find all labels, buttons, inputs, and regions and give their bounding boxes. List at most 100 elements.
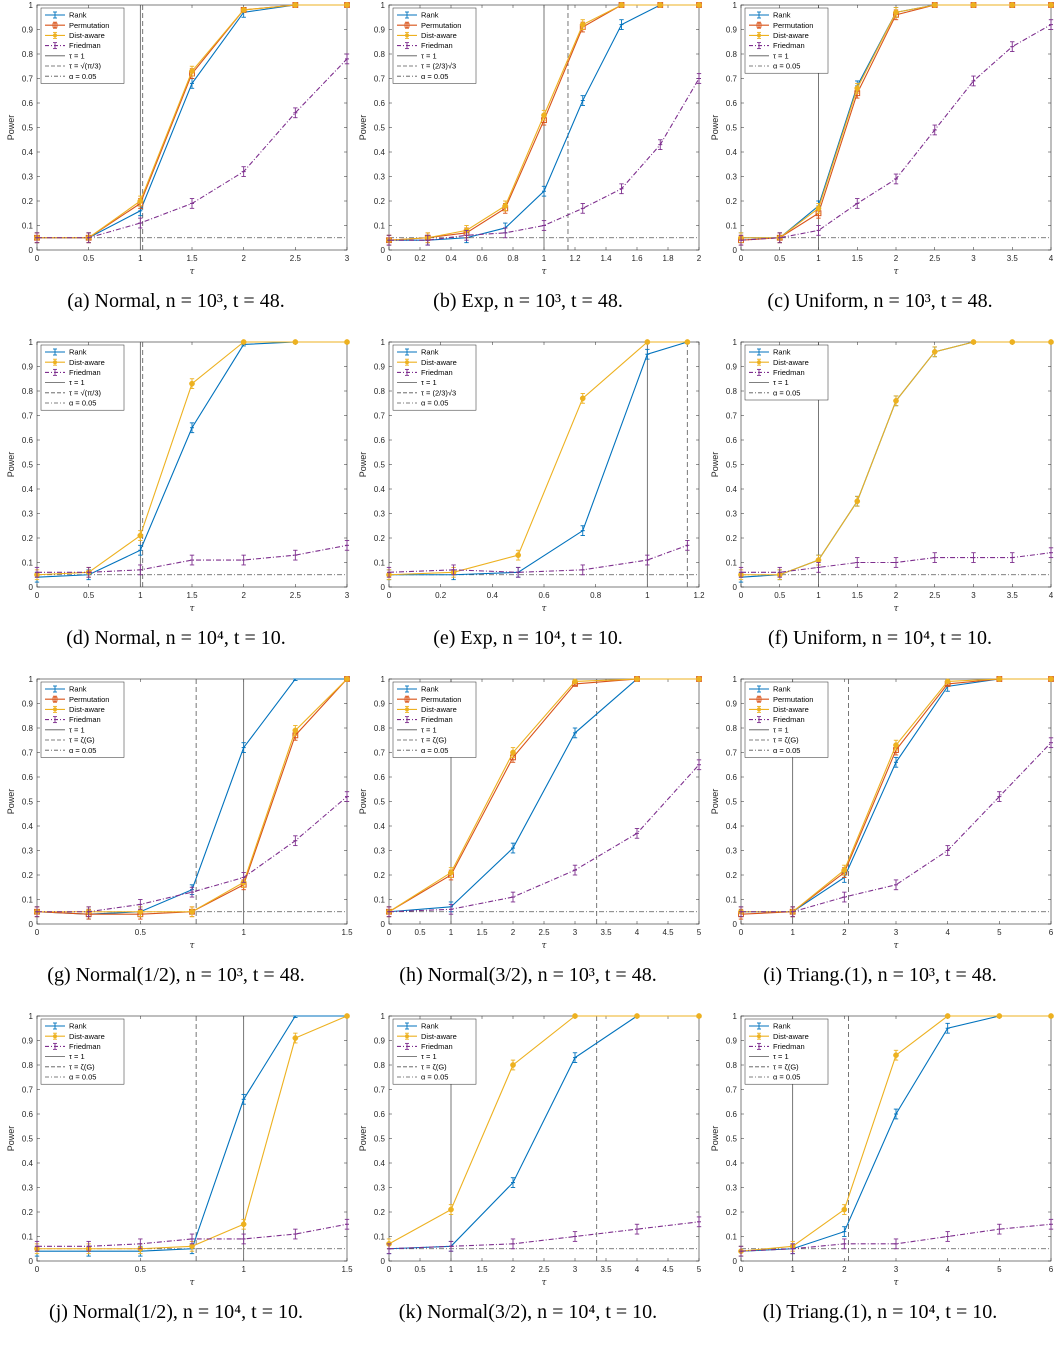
y-axis-label: Power [6,115,16,141]
series-line-friedman [388,544,688,573]
x-tick-label: 2.5 [538,1265,550,1274]
x-tick-label: 0.6 [476,254,488,263]
y-tick-label: 0.6 [374,436,386,445]
chart-svg-i: 0 0.1 0.2 0.3 0.4 0.5 0.6 0.7 0.8 0.9 1 0 1 2 3 4 5 6 Powe… [710,675,1054,951]
series-friedman [34,53,350,244]
y-tick-label: 0.9 [374,1037,386,1046]
x-tick-label: 1.5 [852,591,864,600]
x-tick-label: 0.5 [135,1265,147,1274]
x-tick-label: 2 [241,254,246,263]
y-tick-label: 0.2 [374,1208,386,1217]
x-tick-label: 2 [697,254,702,263]
chart-svg-c: 0 0.1 0.2 0.3 0.4 0.5 0.6 0.7 0.8 0.9 1 0 0.5 1 1.5 2 2.… [710,1,1054,277]
chart-svg-h: 0 0.1 0.2 0.3 0.4 0.5 0.6 0.7 0.8 0.9 1 0 0.5 1 1.5 2 2.… [358,675,702,951]
panel-caption: (l) Triang.(1), n = 10⁴, t = 10. [762,1301,998,1323]
legend-marker [405,707,409,712]
y-tick-label: 0 [733,1257,738,1266]
y-tick-label: 0.2 [22,1208,34,1217]
data-point-dist_aware [344,339,350,345]
x-tick-label: 2 [511,1265,516,1274]
x-tick-label: 5 [997,1265,1002,1274]
data-point-dist_aware [970,339,977,345]
y-tick-label: 0 [29,920,34,929]
x-tick-label: 3.5 [600,928,612,937]
x-tick-label: 6 [1049,928,1054,937]
chart-svg-l: 0 0.1 0.2 0.3 0.4 0.5 0.6 0.7 0.8 0.9 1 0 1 2 3 4 5 6 Powe… [710,1012,1054,1288]
x-tick-label: 1.5 [341,1265,353,1274]
x-tick-label: 0.2 [435,591,447,600]
legend-label: τ = 1 [773,378,789,387]
y-tick-label: 1 [29,338,34,347]
y-tick-label: 0.5 [22,124,34,133]
y-axis-label: Power [358,452,368,478]
x-tick-label: 1 [449,928,454,937]
data-point-dist_aware [344,676,350,682]
legend-label: α = 0.05 [421,746,448,755]
chart-panel-j: 0 0.1 0.2 0.3 0.4 0.5 0.6 0.7 0.8 0.9 1 0 0.5 1 1.5 Pow… [0,1011,353,1348]
legend-label: τ = 1 [421,378,437,387]
y-tick-label: 0.7 [22,749,34,758]
data-point-dist_aware [854,498,861,505]
legend-label: τ = ζ(G) [421,736,447,745]
legend-box [744,7,829,74]
legend-marker [53,707,57,712]
legend-marker [757,1034,761,1039]
y-tick-label: 0.2 [22,871,34,880]
legend-label: Rank [69,11,87,20]
chart-svg-k: 0 0.1 0.2 0.3 0.4 0.5 0.6 0.7 0.8 0.9 1 0 0.5 1 1.5 2 2.… [358,1012,702,1288]
data-point-dist_aware [634,1013,640,1019]
chart-svg-a: 0 0.1 0.2 0.3 0.4 0.5 0.6 0.7 0.8 0.9 1 0 0.5 1 1.5 2 2.… [6,1,350,277]
legend-label: Rank [421,1022,439,1031]
chart-panel-i: 0 0.1 0.2 0.3 0.4 0.5 0.6 0.7 0.8 0.9 1 0 1 2 3 4 5 6 Powe… [704,674,1056,1011]
x-axis-label: τ [894,267,900,277]
x-tick-label: 0 [739,254,744,263]
legend-label: Dist-aware [773,31,809,40]
panel-caption: (k) Normal(3/2), n = 10⁴, t = 10. [398,1301,658,1323]
x-tick-label: 1.5 [186,591,198,600]
x-tick-label: 4 [945,928,950,937]
x-tick-label: 3 [345,254,350,263]
data-point-dist_aware [841,867,848,873]
x-tick-label: 2.5 [929,591,941,600]
y-tick-label: 0.2 [374,197,386,206]
y-tick-label: 0.1 [374,896,386,905]
y-tick-label: 0.6 [22,1110,34,1119]
data-point-dist_aware [970,2,977,8]
legend-label: Friedman [69,715,101,724]
panel-caption: (g) Normal(1/2), n = 10³, t = 48. [47,964,305,986]
x-tick-label: 3 [345,591,350,600]
y-tick-label: 0.4 [374,148,386,157]
y-tick-label: 0.3 [22,847,34,856]
data-point-dist_aware [189,380,195,387]
y-tick-label: 0.7 [22,75,34,84]
y-tick-label: 0.8 [726,1061,738,1070]
series-dist_aware [386,339,691,581]
y-tick-label: 0.3 [22,510,34,519]
x-tick-label: 2.5 [290,254,302,263]
x-tick-label: 1.4 [600,254,612,263]
chart-svg-d: 0 0.1 0.2 0.3 0.4 0.5 0.6 0.7 0.8 0.9 1 0 0.5 1 1.5 2 2.… [6,338,350,614]
y-tick-label: 0.8 [22,50,34,59]
data-point-dist_aware [344,2,350,8]
x-tick-label: 2 [894,254,899,263]
data-point-dist_aware [618,2,625,8]
y-tick-label: 0.8 [726,50,738,59]
data-point-dist_aware [893,9,899,16]
y-tick-label: 0.9 [726,700,738,709]
legend-label: α = 0.05 [69,72,96,81]
legend-marker [53,360,57,365]
x-tick-label: 1 [449,1265,454,1274]
x-tick-label: 2 [842,928,847,937]
data-point-dist_aware [1048,676,1054,682]
y-tick-label: 0.4 [374,822,386,831]
data-point-dist_aware [292,339,299,345]
data-point-dist_aware [1009,2,1016,8]
y-tick-label: 0.8 [22,387,34,396]
legend-label: Dist-aware [421,31,457,40]
y-tick-label: 0.1 [374,559,386,568]
legend-label: τ = ζ(G) [69,1062,95,1071]
